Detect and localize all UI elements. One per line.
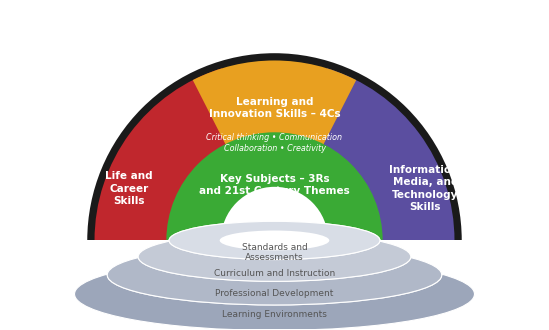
Wedge shape [274, 68, 455, 241]
Text: Critical thinking • Communication
Collaboration • Creativity: Critical thinking • Communication Collab… [206, 133, 343, 153]
Text: Information,
Media, and
Technology
Skills: Information, Media, and Technology Skill… [389, 165, 462, 212]
Ellipse shape [107, 245, 442, 305]
Bar [69, 241, 480, 313]
Ellipse shape [169, 221, 380, 259]
Text: Life and
Career
Skills: Life and Career Skills [105, 171, 153, 206]
Ellipse shape [107, 245, 442, 305]
Ellipse shape [107, 245, 442, 305]
Text: Curriculum and Instruction: Curriculum and Instruction [214, 269, 335, 278]
Text: Key Subjects – 3Rs
and 21st Century Themes: Key Subjects – 3Rs and 21st Century Them… [199, 174, 350, 196]
Ellipse shape [169, 221, 380, 259]
Ellipse shape [138, 232, 411, 281]
Wedge shape [221, 187, 328, 241]
Ellipse shape [220, 231, 329, 250]
Ellipse shape [138, 232, 411, 281]
Wedge shape [87, 53, 462, 241]
Ellipse shape [138, 232, 411, 281]
Text: Professional Development: Professional Development [215, 289, 334, 298]
Text: Standards and
Assessments: Standards and Assessments [242, 243, 307, 262]
Ellipse shape [169, 221, 380, 259]
Text: Learning and
Innovation Skills – 4Cs: Learning and Innovation Skills – 4Cs [209, 97, 340, 119]
Ellipse shape [107, 245, 442, 305]
Ellipse shape [138, 232, 411, 281]
Ellipse shape [220, 231, 329, 250]
Wedge shape [94, 68, 274, 241]
Ellipse shape [75, 258, 474, 330]
Ellipse shape [75, 258, 474, 330]
Text: Learning Environments: Learning Environments [222, 310, 327, 318]
Ellipse shape [169, 221, 380, 259]
Wedge shape [166, 132, 383, 241]
Wedge shape [193, 60, 356, 241]
